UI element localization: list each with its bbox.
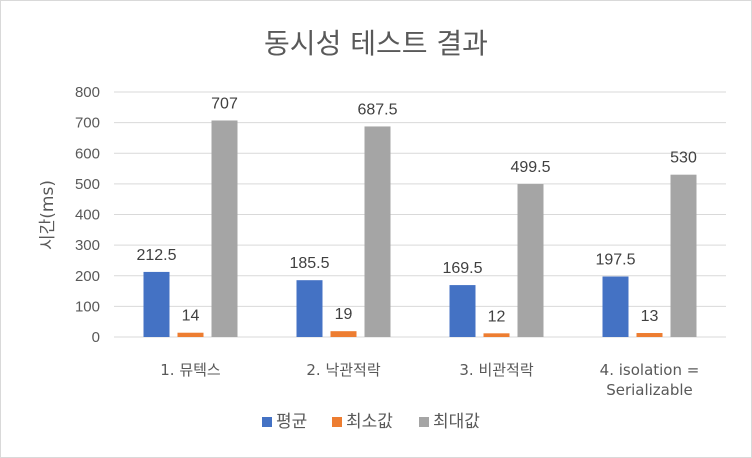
- x-category-label: 2. 낙관적락: [306, 361, 380, 379]
- y-tick-label: 700: [75, 115, 100, 132]
- legend-swatch: [419, 417, 429, 427]
- bar: [517, 184, 544, 337]
- x-category-label: 1. 뮤텍스: [160, 361, 221, 379]
- bar: [330, 331, 357, 337]
- bar: [296, 280, 323, 337]
- data-label: 12: [488, 308, 506, 325]
- legend-swatch: [332, 417, 342, 427]
- y-tick-label: 0: [92, 329, 100, 346]
- bar: [483, 333, 510, 337]
- y-axis-ticks: 0 100 200 300 400 500 600 700 800: [75, 84, 100, 346]
- legend: 평균 최소값 최대값: [262, 412, 480, 432]
- data-label: 19: [335, 306, 353, 323]
- bar: [670, 174, 697, 337]
- legend-label: 최대값: [433, 412, 480, 432]
- data-label: 13: [641, 308, 659, 325]
- data-label: 530: [670, 150, 697, 167]
- y-axis-title: 시간(ms): [38, 180, 58, 250]
- legend-swatch: [262, 417, 272, 427]
- y-tick-label: 300: [75, 237, 100, 254]
- y-tick-label: 400: [75, 207, 100, 224]
- x-category-label: 4. isolation =: [600, 361, 700, 379]
- bar: [364, 126, 391, 337]
- x-category-label: 3. 비관적락: [459, 361, 533, 379]
- data-label: 169.5: [442, 260, 482, 277]
- x-category-label: Serializable: [606, 381, 693, 399]
- data-label: 687.5: [357, 101, 397, 118]
- bar: [449, 285, 476, 337]
- legend-label: 평균: [276, 412, 307, 432]
- bars: [143, 120, 697, 337]
- bar: [636, 333, 663, 337]
- bar: [143, 271, 170, 337]
- data-label: 197.5: [595, 252, 635, 269]
- data-labels: 212.5 14 707 185.5 19 687.5 169.5 12 499.5 197.5 1…: [136, 95, 696, 325]
- y-tick-label: 100: [75, 298, 100, 315]
- data-label: 185.5: [289, 255, 329, 272]
- bar: [211, 120, 238, 337]
- data-label: 499.5: [510, 159, 550, 176]
- legend-label: 최소값: [346, 412, 393, 432]
- x-axis-categories: 1. 뮤텍스 2. 낙관적락 3. 비관적락 4. isolation = Serial…: [160, 361, 699, 399]
- bar: [177, 332, 204, 337]
- gridlines: [114, 91, 726, 338]
- y-tick-label: 200: [75, 268, 100, 285]
- chart-title: 동시성 테스트 결과: [264, 27, 488, 60]
- bar: [602, 276, 629, 337]
- data-label: 212.5: [136, 247, 176, 264]
- y-tick-label: 500: [75, 176, 100, 193]
- data-label: 14: [182, 308, 200, 325]
- y-tick-label: 600: [75, 145, 100, 162]
- y-tick-label: 800: [75, 84, 100, 101]
- data-label: 707: [211, 95, 238, 112]
